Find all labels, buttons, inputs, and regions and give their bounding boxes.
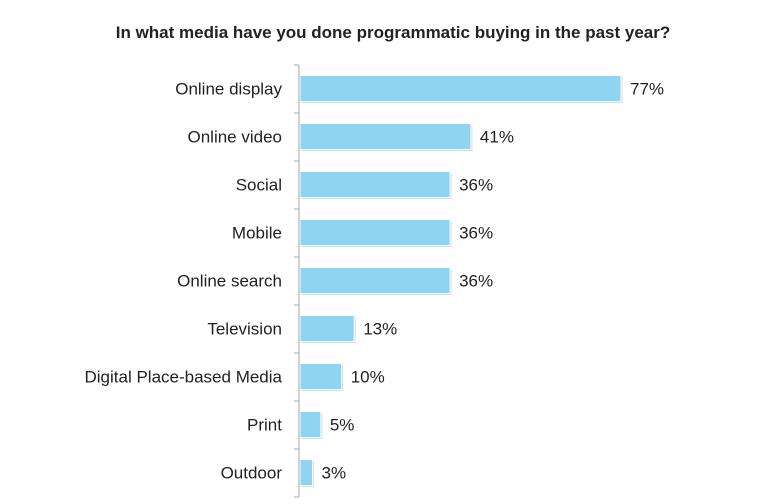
category-label: Digital Place-based Media xyxy=(85,368,283,387)
value-label: 41% xyxy=(480,128,514,147)
value-label: 36% xyxy=(459,224,493,243)
value-label: 36% xyxy=(459,176,493,195)
bars: 77% 41% 36% 36% 36% 13% 10% 5% 3% xyxy=(299,75,664,487)
value-label: 77% xyxy=(630,80,664,99)
category-label: Social xyxy=(236,176,282,195)
bar xyxy=(299,267,451,294)
bar xyxy=(299,171,451,198)
category-label: Television xyxy=(207,320,282,339)
category-label: Print xyxy=(247,416,282,435)
bar xyxy=(299,363,343,390)
category-label: Online search xyxy=(177,272,282,291)
value-label: 5% xyxy=(330,416,355,435)
bar xyxy=(299,459,314,486)
category-axis: Online display Online video Social Mobile On… xyxy=(85,64,300,498)
chart-title: In what media have you done programmatic… xyxy=(116,23,671,42)
value-label: 36% xyxy=(459,272,493,291)
category-label: Online video xyxy=(187,128,282,147)
value-label: 10% xyxy=(351,368,385,387)
bar xyxy=(299,75,622,102)
value-label: 13% xyxy=(363,320,397,339)
category-label: Online display xyxy=(175,80,282,99)
bar xyxy=(299,219,451,246)
category-label: Outdoor xyxy=(221,464,283,483)
category-label: Mobile xyxy=(232,224,282,243)
value-label: 3% xyxy=(322,464,347,483)
bar xyxy=(299,315,355,342)
bar xyxy=(299,411,322,438)
bar xyxy=(299,123,472,150)
